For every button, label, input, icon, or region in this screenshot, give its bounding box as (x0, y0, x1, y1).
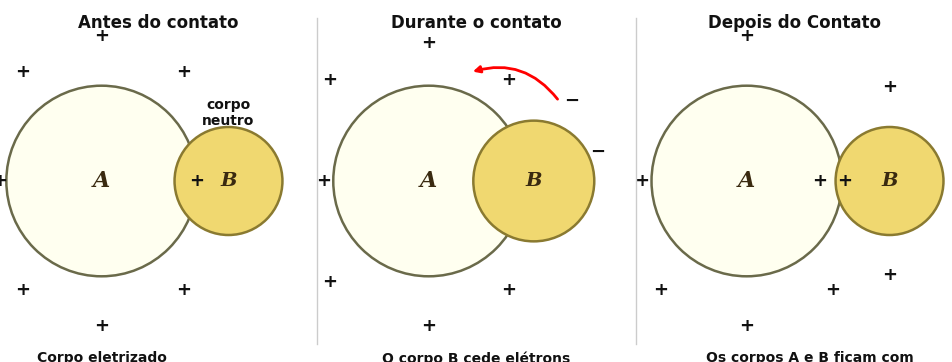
Text: +: + (94, 317, 109, 335)
Text: +: + (176, 281, 191, 299)
Text: +: + (322, 273, 337, 291)
Text: B: B (881, 172, 897, 190)
Text: +: + (653, 281, 668, 299)
Text: O corpo B cede elétrons
para o corpo A: O corpo B cede elétrons para o corpo A (382, 351, 570, 362)
Text: Os corpos A e B ficam com
excesso de prótons: Os corpos A e B ficam com excesso de pró… (705, 351, 913, 362)
Text: +: + (421, 34, 436, 52)
Text: corpo
neutro: corpo neutro (202, 98, 254, 128)
Text: Durante o contato: Durante o contato (390, 14, 562, 33)
Text: B: B (220, 172, 236, 190)
Text: +: + (634, 172, 649, 190)
Text: +: + (882, 266, 896, 284)
Text: +: + (837, 172, 852, 190)
Text: +: + (882, 78, 896, 96)
Text: Depois do Contato: Depois do Contato (707, 14, 880, 33)
Text: +: + (501, 281, 515, 299)
Text: A: A (93, 170, 110, 192)
Text: +: + (739, 317, 753, 335)
Ellipse shape (835, 127, 942, 235)
Text: +: + (14, 63, 30, 81)
Text: +: + (189, 172, 204, 190)
Text: +: + (811, 172, 826, 190)
Text: +: + (316, 172, 331, 190)
Text: +: + (0, 172, 8, 190)
Text: B: B (525, 172, 542, 190)
Ellipse shape (174, 127, 282, 235)
Text: +: + (14, 281, 30, 299)
Text: Antes do contato: Antes do contato (78, 14, 239, 33)
Text: A: A (737, 170, 755, 192)
Ellipse shape (7, 86, 196, 276)
Ellipse shape (473, 121, 594, 241)
Text: +: + (176, 63, 191, 81)
Text: +: + (501, 71, 515, 89)
Ellipse shape (333, 86, 524, 276)
Text: +: + (421, 317, 436, 335)
Text: A: A (420, 170, 437, 192)
Text: +: + (322, 71, 337, 89)
Ellipse shape (651, 86, 841, 276)
Text: Corpo eletrizado
positivamente: Corpo eletrizado positivamente (36, 351, 167, 362)
Text: +: + (739, 27, 753, 45)
Text: −: − (564, 92, 579, 110)
Text: −: − (589, 143, 605, 161)
Text: +: + (824, 281, 839, 299)
Text: +: + (94, 27, 109, 45)
